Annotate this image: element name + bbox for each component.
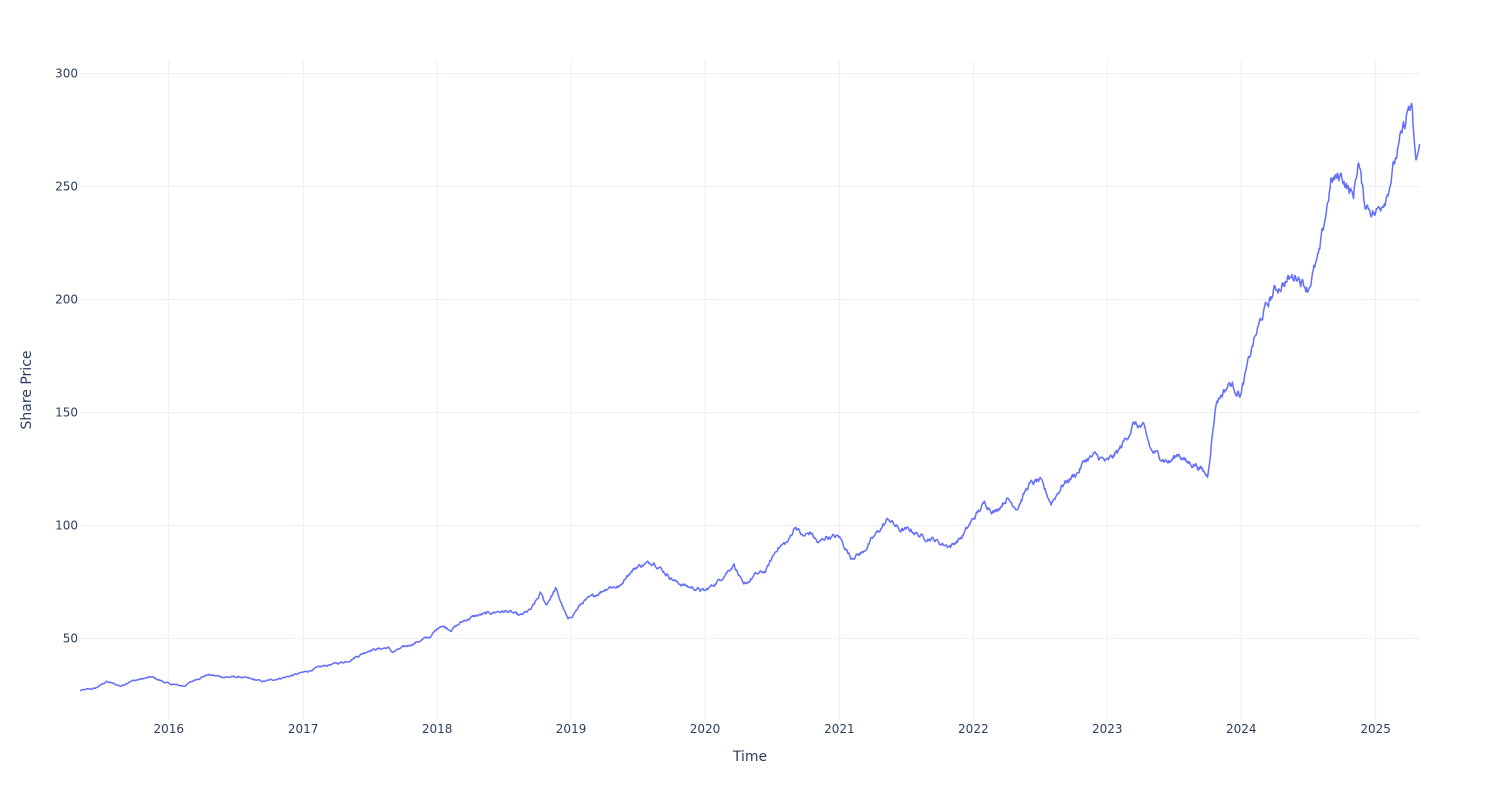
x-tick-label: 2020: [690, 722, 721, 736]
x-tick-label: 2018: [422, 722, 453, 736]
x-tick-label: 2017: [288, 722, 319, 736]
y-tick-label: 50: [63, 632, 78, 646]
y-tick-label: 300: [55, 67, 78, 81]
x-tick-label: 2025: [1360, 722, 1391, 736]
y-tick-label: 250: [55, 180, 78, 194]
y-tick-label: 100: [55, 519, 78, 533]
series-line-0: [79, 102, 1421, 692]
x-tick-labels: 2016 2017 2018 2019 2020 2021 2022 2023 2024 2025: [154, 722, 1391, 736]
y-tick-label: 150: [55, 406, 78, 420]
y-tick-labels: 50 100 150 200 250 300: [55, 67, 78, 646]
y-tick-label: 200: [55, 293, 78, 307]
y-axis-title: Share Price: [19, 350, 35, 429]
x-tick-label: 2021: [824, 722, 855, 736]
series-layer: [79, 102, 1421, 692]
x-tick-label: 2019: [556, 722, 587, 736]
y-gridlines: [80, 73, 1420, 640]
x-tick-label: 2023: [1092, 722, 1123, 736]
x-tick-label: 2016: [154, 722, 185, 736]
x-tick-label: 2022: [958, 722, 989, 736]
x-axis-title: Time: [732, 749, 767, 765]
x-gridlines: [168, 60, 1377, 720]
x-tick-label: 2024: [1226, 722, 1257, 736]
